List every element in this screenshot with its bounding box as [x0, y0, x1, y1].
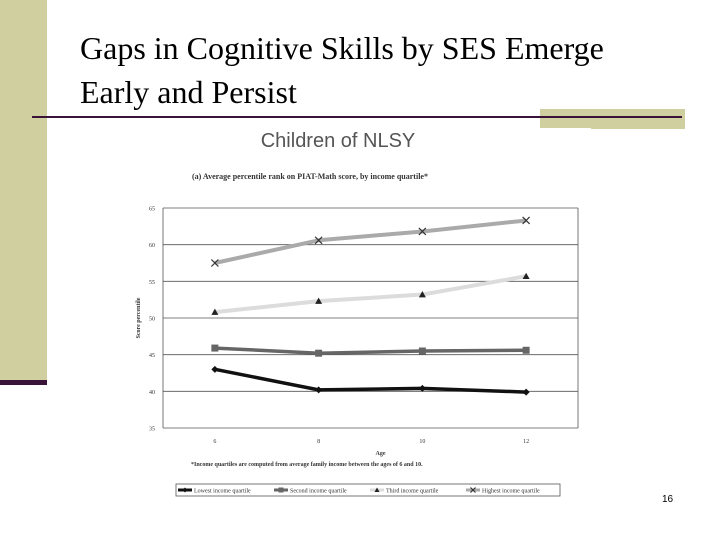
y-tick-label: 50 — [149, 317, 155, 323]
y-tick-label: 35 — [149, 427, 155, 433]
chart-figure: Children of NLSY (a) Average percentile … — [128, 128, 591, 514]
line-chart: 35 40 45 50 55 60 65 6 8 10 12 Age Score percentile *… — [136, 207, 579, 497]
data-point — [522, 388, 530, 396]
legend-label: Lowest income quartile — [194, 489, 251, 495]
series-line — [214, 367, 527, 394]
legend-box — [175, 483, 561, 497]
chart-subtitle: (a) Average percentile rank on PIAT-Math… — [192, 172, 428, 181]
data-point — [211, 344, 219, 352]
series-line — [214, 274, 527, 315]
data-point — [210, 259, 219, 267]
title-accent-bar — [540, 109, 685, 129]
x-tick-label: 12 — [523, 439, 529, 445]
y-axis-label: Score percentile — [136, 297, 142, 338]
chart-title: Children of NLSY — [260, 130, 416, 152]
data-point — [315, 386, 323, 394]
y-tick-label: 55 — [149, 280, 155, 286]
data-point — [418, 291, 426, 298]
slide-title: Gaps in Cognitive Skills by SES Emerge E… — [80, 26, 700, 114]
sidebar-accent — [0, 0, 47, 383]
legend-marker — [182, 487, 188, 493]
data-point — [522, 216, 531, 225]
data-point — [315, 297, 323, 304]
slide-title-line-1: Gaps in Cognitive Skills by SES Emerge — [80, 30, 604, 66]
legend-marker — [374, 487, 380, 492]
y-tick-label: 40 — [149, 390, 155, 396]
sidebar-shadow — [0, 380, 47, 385]
x-tick-label: 8 — [317, 439, 320, 445]
data-point — [522, 272, 530, 279]
chart-footnote: *Income quartiles are computed from aver… — [191, 462, 423, 468]
data-point — [315, 349, 323, 357]
series-line — [214, 346, 527, 355]
data-point — [211, 308, 219, 315]
data-point — [418, 347, 426, 355]
legend-label: Second income quartile — [290, 489, 347, 495]
y-tick-label: 45 — [149, 353, 155, 359]
data-point — [418, 384, 426, 392]
x-axis-label: Age — [376, 451, 386, 457]
legend-marker — [278, 487, 284, 493]
x-tick-label: 10 — [419, 439, 425, 445]
data-point — [418, 227, 427, 236]
series-line — [214, 218, 527, 265]
data-point — [211, 365, 219, 373]
slide-title-line-2: Early and Persist — [80, 74, 297, 110]
legend-marker — [470, 487, 476, 493]
page-number: 16 — [662, 494, 674, 505]
x-tick-label: 6 — [213, 439, 216, 445]
title-rule — [32, 116, 682, 118]
y-tick-label: 60 — [149, 243, 155, 249]
data-point — [314, 236, 323, 245]
data-point — [522, 346, 530, 354]
legend-label: Third income quartile — [386, 489, 439, 495]
y-tick-label: 65 — [149, 207, 155, 213]
legend-label: Highest income quartile — [482, 489, 540, 495]
